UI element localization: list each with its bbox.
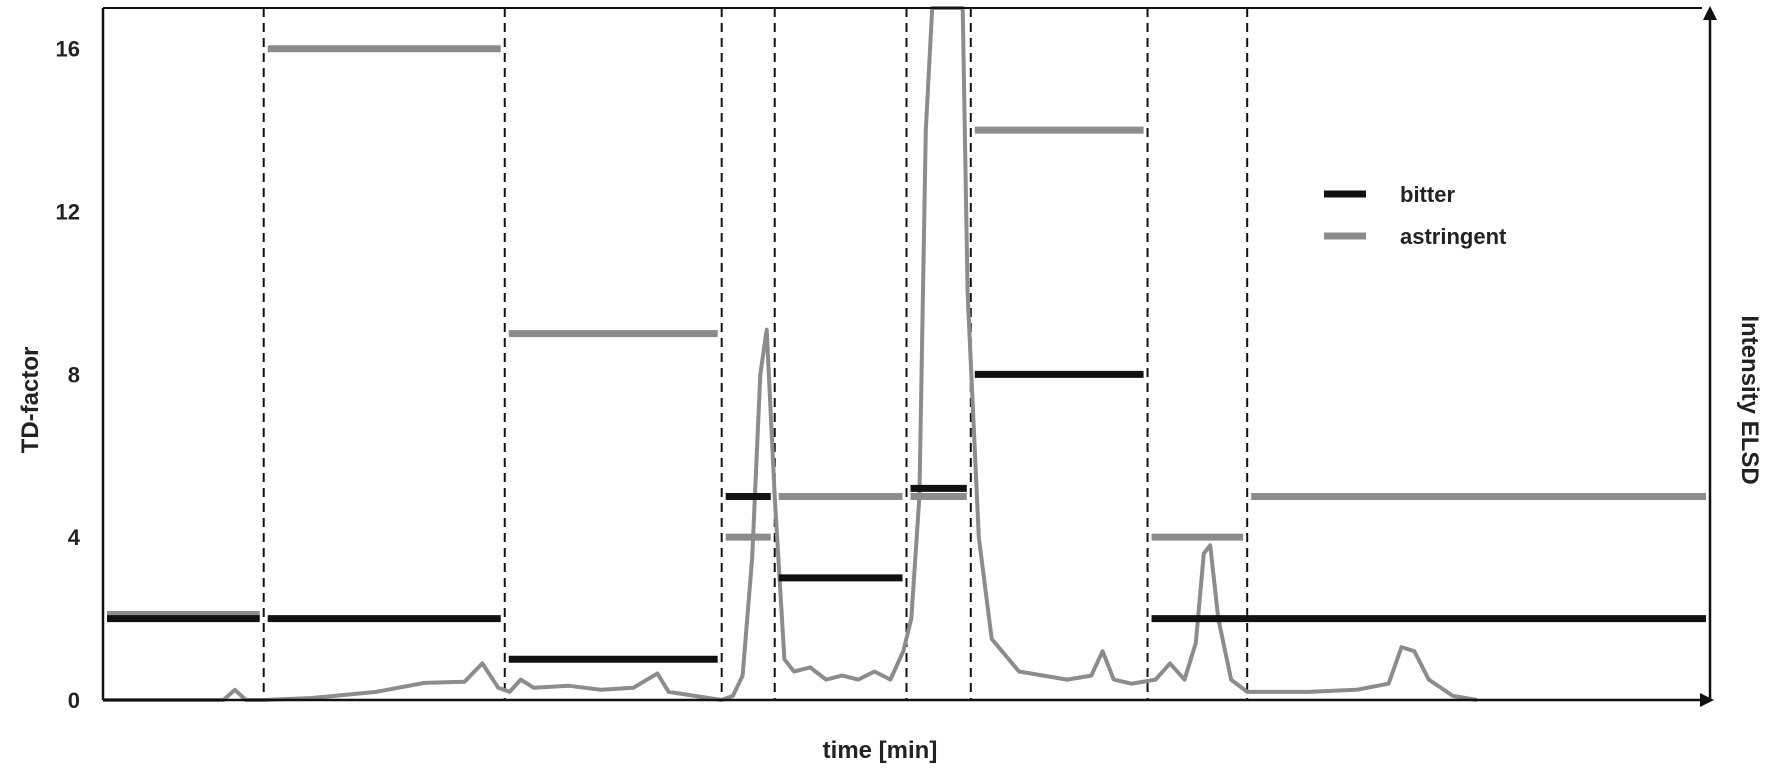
y-axis-title: TD-factor [17,347,44,454]
y-tick-label: 16 [56,37,80,62]
td-factor-segments [107,45,1706,663]
legend-label-bitter: bitter [1400,182,1455,207]
y-tick-label: 0 [68,688,80,713]
x-axis-title: time [min] [823,737,938,764]
y-tick-labels: 0 4 8 12 16 [56,37,81,713]
y-tick-label: 4 [68,525,81,550]
legend-label-astringent: astringent [1400,224,1507,249]
elsd-trace [103,6,1478,702]
y-tick-label: 12 [56,200,80,225]
y2-axis-arrow [1703,6,1717,20]
x-axis-arrow [1700,693,1714,707]
y-tick-label: 8 [68,362,80,387]
fraction-boundaries [262,8,1249,700]
legend: bitter astringent [1324,182,1507,249]
y2-axis-title: Intensity ELSD [1736,315,1763,484]
